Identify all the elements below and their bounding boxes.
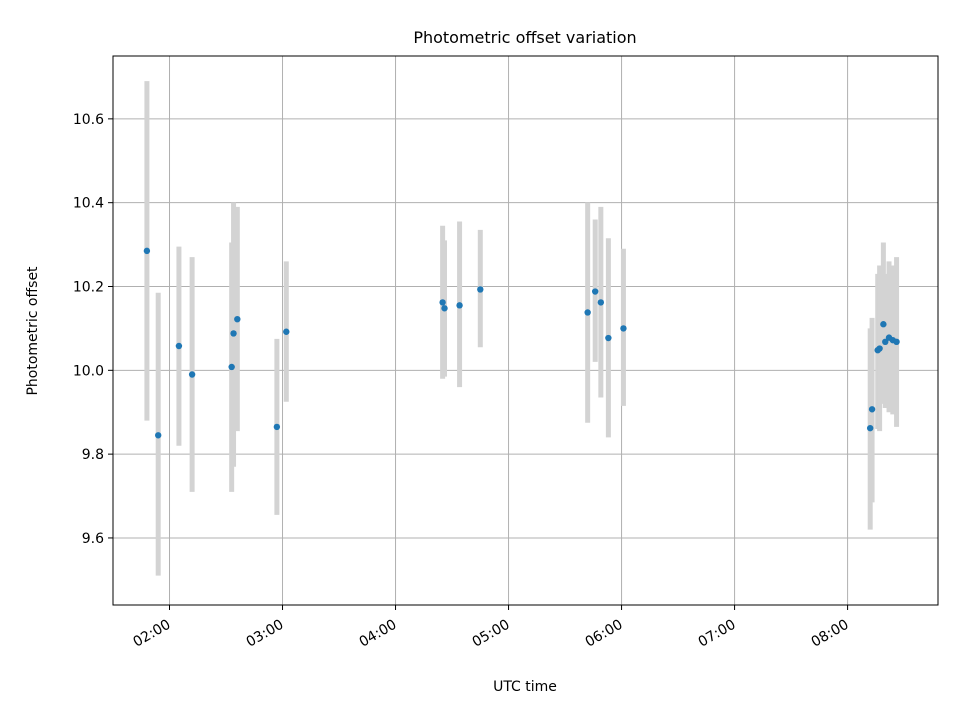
data-point (143, 247, 151, 255)
data-point (893, 338, 900, 346)
y-tick-label: 9.6 (82, 531, 104, 547)
data-point (880, 321, 887, 328)
x-tick-label: 02:00 (131, 617, 174, 651)
y-axis: 9.6 9.8 10.0 10.2 10.4 10.6 (73, 112, 113, 547)
data-point (597, 299, 605, 306)
data-point (591, 288, 599, 295)
y-tick-label: 10.2 (73, 279, 104, 295)
data-point (283, 328, 290, 335)
data-point (584, 309, 591, 316)
data-point (439, 299, 446, 306)
data-point (605, 334, 612, 342)
data-points (143, 247, 900, 439)
data-point (441, 305, 448, 312)
data-point (175, 342, 183, 350)
x-tick-label: 03:00 (244, 617, 287, 651)
grid (113, 56, 938, 605)
x-tick-label: 06:00 (583, 617, 626, 651)
data-point (456, 302, 463, 309)
data-point (228, 363, 235, 371)
plot-frame (112, 55, 939, 606)
data-point (273, 423, 281, 431)
y-tick-label: 10.6 (73, 112, 104, 128)
y-tick-label: 9.8 (82, 447, 104, 463)
data-point (188, 371, 196, 378)
data-point (866, 424, 874, 432)
x-tick-label: 08:00 (809, 617, 852, 651)
y-tick-label: 10.0 (73, 363, 104, 379)
chart-title: Photometric offset variation (413, 28, 636, 47)
x-axis: 02:00 03:00 04:00 05:00 06:00 07:00 08:00 (131, 605, 852, 651)
x-tick-label: 07:00 (696, 617, 739, 651)
data-point (882, 338, 889, 346)
data-point (155, 432, 162, 439)
x-tick-label: 04:00 (357, 617, 400, 651)
data-point (868, 406, 876, 413)
data-point (230, 330, 237, 337)
x-axis-label: UTC time (493, 679, 557, 695)
data-point (876, 345, 883, 352)
x-tick-label: 05:00 (470, 617, 513, 651)
data-point (620, 325, 627, 332)
y-tick-label: 10.4 (73, 196, 104, 212)
data-point (477, 286, 484, 293)
y-axis-label: Photometric offset (25, 266, 41, 396)
plot-area (113, 56, 938, 605)
data-point (234, 315, 241, 323)
